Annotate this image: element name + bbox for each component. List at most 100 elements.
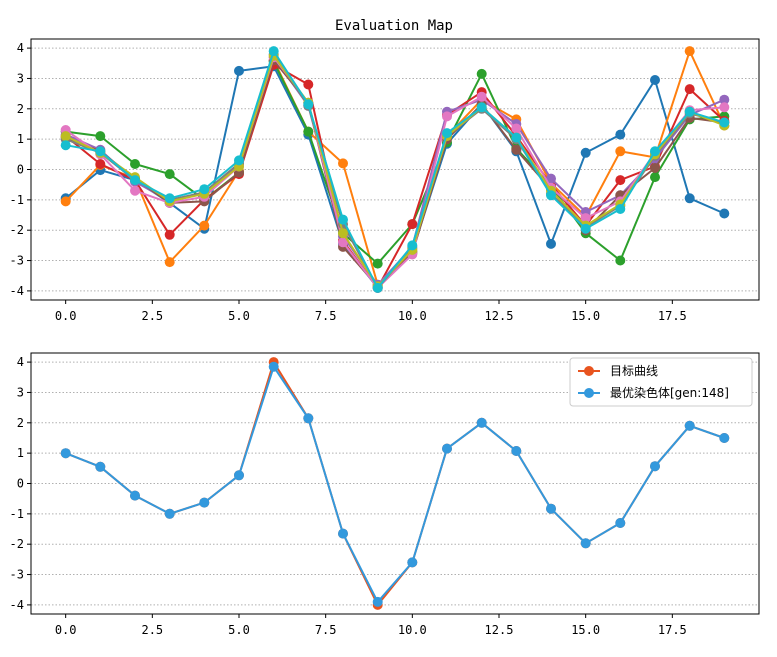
data-point	[164, 508, 175, 519]
data-point	[684, 420, 695, 431]
data-point	[130, 185, 140, 196]
data-point	[303, 99, 314, 110]
data-point	[372, 258, 383, 269]
data-point	[684, 106, 695, 117]
data-point	[407, 219, 418, 230]
legend-box	[569, 357, 753, 407]
data-point	[719, 208, 730, 219]
x-tick-label: 15.0	[571, 309, 600, 323]
y-tick-label: 1	[17, 446, 24, 460]
data-point	[511, 446, 522, 456]
y-tick-label: 0	[17, 477, 24, 491]
x-tick-label: 10.0	[398, 309, 427, 323]
data-point	[615, 518, 626, 528]
x-tick-label: 12.5	[485, 623, 514, 637]
data-point	[338, 237, 348, 248]
data-point	[684, 46, 695, 57]
data-point	[303, 413, 314, 424]
y-tick-label: -3	[10, 254, 24, 268]
legend-label-best: 最优染色体[gen:148]	[610, 385, 729, 400]
y-tick-label: 3	[17, 71, 24, 85]
data-point	[164, 193, 175, 204]
y-tick-label: -4	[10, 598, 24, 612]
data-point	[476, 417, 487, 428]
data-point	[546, 190, 556, 201]
x-tick-label: 12.5	[485, 309, 514, 323]
data-point	[615, 146, 626, 157]
x-tick-label: 0.0	[55, 309, 77, 323]
series-line	[65, 60, 725, 265]
y-tick-label: 2	[17, 102, 24, 116]
data-point	[95, 159, 106, 169]
y-tick-label: 0	[17, 163, 24, 177]
x-tick-label: 10.0	[398, 623, 427, 637]
data-point	[580, 538, 591, 549]
y-tick-label: 3	[17, 385, 24, 399]
data-point	[303, 126, 314, 137]
data-point	[684, 193, 695, 204]
data-point	[130, 490, 140, 501]
plot-frame	[30, 352, 760, 615]
series-line	[65, 56, 725, 289]
y-tick-label: -1	[10, 507, 24, 521]
x-tick-label: 2.5	[141, 309, 163, 323]
data-point	[546, 503, 556, 514]
data-point	[338, 228, 348, 239]
data-point	[719, 94, 730, 105]
series-line	[65, 63, 725, 289]
data-point	[580, 147, 591, 158]
data-point	[372, 282, 383, 293]
legend: 目标曲线 最优染色体[gen:148]	[569, 357, 753, 407]
data-point	[95, 131, 106, 142]
data-point	[268, 361, 279, 372]
data-point	[442, 443, 452, 454]
data-point	[580, 223, 591, 234]
x-tick-label: 5.0	[228, 623, 250, 637]
data-point	[303, 79, 314, 90]
data-point	[511, 123, 522, 134]
x-tick-label: 17.5	[658, 623, 687, 637]
data-point	[650, 461, 660, 472]
data-point	[615, 175, 626, 186]
data-point	[511, 144, 522, 155]
y-tick-label: 1	[17, 132, 24, 146]
legend-marker-best	[584, 388, 594, 398]
x-tick-label: 2.5	[141, 623, 163, 637]
data-point	[442, 111, 452, 122]
data-point	[60, 196, 71, 207]
data-point	[199, 220, 210, 231]
data-point	[268, 46, 279, 57]
x-tick-label: 7.5	[315, 623, 337, 637]
data-point	[650, 75, 660, 85]
data-point	[719, 117, 730, 128]
data-point	[199, 184, 210, 195]
data-point	[476, 91, 487, 102]
y-tick-label: -4	[10, 284, 24, 298]
data-point	[476, 102, 487, 113]
y-tick-label: -2	[10, 223, 24, 237]
legend-marker-target	[584, 366, 594, 376]
data-point	[442, 128, 452, 139]
x-tick-label: 17.5	[658, 309, 687, 323]
data-point	[338, 158, 348, 169]
data-point	[164, 229, 175, 240]
series-line	[65, 365, 725, 603]
data-point	[650, 172, 660, 183]
data-point	[580, 213, 591, 224]
y-tick-label: -3	[10, 568, 24, 582]
data-point	[60, 140, 71, 151]
data-point	[407, 557, 418, 568]
data-point	[650, 163, 660, 173]
data-point	[546, 238, 556, 249]
data-point	[164, 169, 175, 180]
x-tick-label: 15.0	[571, 623, 600, 637]
data-point	[164, 257, 175, 268]
x-tick-label: 0.0	[55, 623, 77, 637]
data-point	[338, 214, 348, 225]
data-point	[60, 448, 71, 459]
data-point	[234, 470, 244, 481]
x-tick-label: 7.5	[315, 309, 337, 323]
y-tick-label: 4	[17, 355, 24, 369]
data-point	[60, 131, 71, 142]
